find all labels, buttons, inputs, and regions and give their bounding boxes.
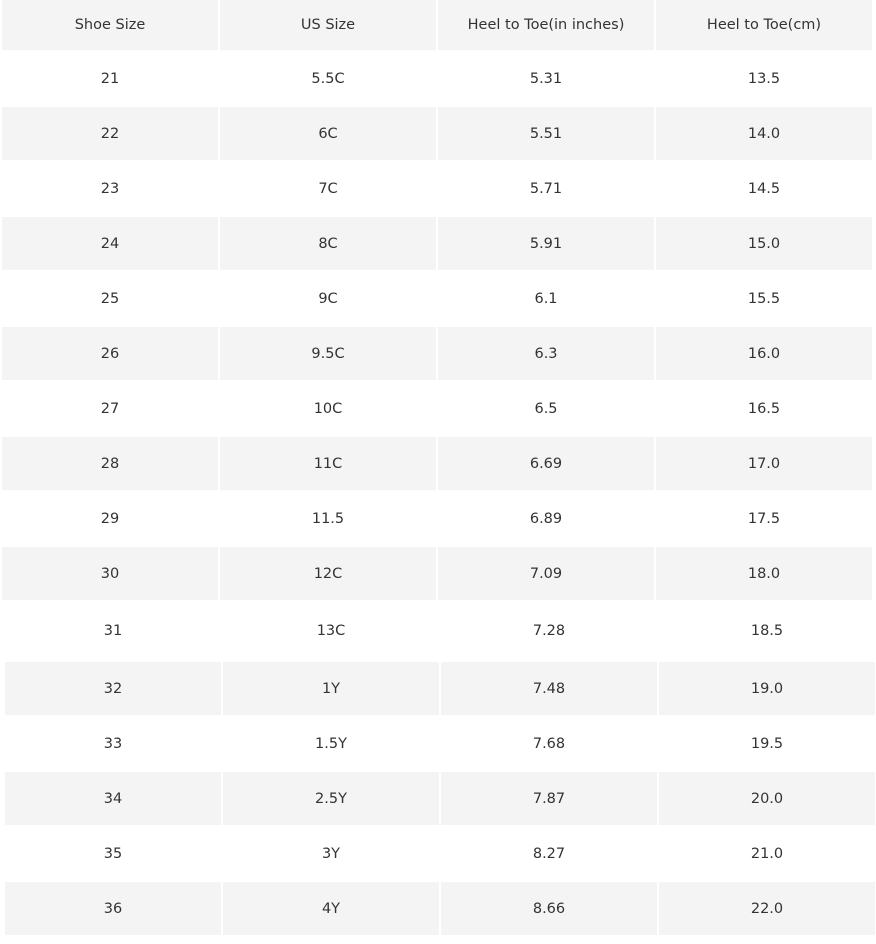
heel-to-toe-inches-cell: 6.5	[534, 400, 558, 417]
heel-to-toe-inches-cell: 5.51	[438, 107, 654, 160]
heel-to-toe-inches-cell: 5.31	[529, 70, 563, 87]
table-row: 31 13C 7.28 18.5	[5, 602, 874, 662]
table-row: 21 5.5C 5.31 13.5	[2, 52, 874, 107]
us-size-cell: 10C	[313, 400, 343, 417]
heel-to-toe-cm-cell: 16.0	[656, 327, 872, 380]
us-size-cell: 3Y	[321, 845, 341, 862]
heel-to-toe-inches-cell: 7.28	[532, 623, 566, 639]
us-size-cell: 7C	[318, 180, 338, 197]
us-size-cell: 5.5C	[311, 70, 345, 87]
table-row: 27 10C 6.5 16.5	[2, 382, 874, 437]
heel-to-toe-cm-cell: 17.5	[747, 510, 781, 527]
us-size-cell: 1Y	[223, 662, 439, 715]
shoe-size-cell: 27	[100, 400, 120, 417]
shoe-size-cell: 33	[103, 735, 123, 752]
shoe-size-cell: 21	[100, 70, 120, 87]
header-heel-to-toe-cm: Heel to Toe(cm)	[656, 0, 872, 50]
table-row: 29 11.5 6.89 17.5	[2, 492, 874, 547]
table-row: 33 1.5Y 7.68 19.5	[5, 717, 874, 772]
heel-to-toe-cm-cell: 17.0	[656, 437, 872, 490]
table-row: 34 2.5Y 7.87 20.0	[5, 772, 875, 827]
us-size-cell: 9C	[318, 290, 338, 307]
heel-to-toe-inches-cell: 6.69	[438, 437, 654, 490]
shoe-size-cell: 35	[103, 845, 123, 862]
heel-to-toe-cm-cell: 19.0	[659, 662, 875, 715]
table-header-row: Shoe Size US Size Heel to Toe(in inches)…	[2, 0, 874, 52]
us-size-cell: 11.5	[311, 510, 345, 527]
header-shoe-size: Shoe Size	[2, 0, 218, 50]
shoe-size-cell: 29	[100, 510, 120, 527]
heel-to-toe-cm-cell: 19.5	[750, 735, 784, 752]
table-row: 30 12C 7.09 18.0	[2, 547, 874, 602]
shoe-size-cell: 24	[2, 217, 218, 270]
table-row: 35 3Y 8.27 21.0	[5, 827, 874, 882]
heel-to-toe-inches-cell: 5.91	[438, 217, 654, 270]
heel-to-toe-cm-cell: 15.5	[747, 290, 781, 307]
shoe-size-cell: 23	[100, 180, 120, 197]
shoe-size-cell: 32	[5, 662, 221, 715]
us-size-cell: 12C	[220, 547, 436, 600]
heel-to-toe-inches-cell: 7.48	[441, 662, 657, 715]
table-row: 23 7C 5.71 14.5	[2, 162, 874, 217]
heel-to-toe-inches-cell: 8.27	[532, 845, 566, 862]
heel-to-toe-cm-cell: 16.5	[747, 400, 781, 417]
table-row: 32 1Y 7.48 19.0	[5, 662, 875, 717]
us-size-cell: 2.5Y	[223, 772, 439, 825]
heel-to-toe-inches-cell: 7.87	[441, 772, 657, 825]
shoe-size-cell: 26	[2, 327, 218, 380]
shoe-size-cell: 34	[5, 772, 221, 825]
table-row: 28 11C 6.69 17.0	[2, 437, 874, 492]
heel-to-toe-inches-cell: 5.71	[529, 180, 563, 197]
us-size-cell: 13C	[316, 623, 346, 639]
shoe-size-cell: 28	[2, 437, 218, 490]
shoe-size-cell: 36	[5, 882, 221, 935]
heel-to-toe-cm-cell: 13.5	[747, 70, 781, 87]
us-size-cell: 9.5C	[220, 327, 436, 380]
us-size-cell: 1.5Y	[315, 735, 347, 752]
table-row: 24 8C 5.91 15.0	[2, 217, 874, 272]
heel-to-toe-inches-cell: 7.68	[532, 735, 566, 752]
table-row: 22 6C 5.51 14.0	[2, 107, 874, 162]
heel-to-toe-cm-cell: 18.0	[656, 547, 872, 600]
us-size-cell: 11C	[220, 437, 436, 490]
heel-to-toe-inches-cell: 8.66	[441, 882, 657, 935]
heel-to-toe-cm-cell: 21.0	[750, 845, 784, 862]
header-heel-to-toe-inches: Heel to Toe(in inches)	[438, 0, 654, 50]
heel-to-toe-inches-cell: 6.1	[534, 290, 558, 307]
table-row: 25 9C 6.1 15.5	[2, 272, 874, 327]
table-row: 36 4Y 8.66 22.0	[5, 882, 875, 937]
us-size-cell: 4Y	[223, 882, 439, 935]
heel-to-toe-inches-cell: 6.89	[529, 510, 563, 527]
shoe-size-cell: 25	[100, 290, 120, 307]
shoe-size-cell: 30	[2, 547, 218, 600]
shoe-size-cell: 31	[103, 623, 123, 639]
heel-to-toe-cm-cell: 14.5	[747, 180, 781, 197]
us-size-cell: 8C	[220, 217, 436, 270]
heel-to-toe-cm-cell: 18.5	[750, 623, 784, 639]
heel-to-toe-inches-cell: 7.09	[438, 547, 654, 600]
heel-to-toe-inches-cell: 6.3	[438, 327, 654, 380]
heel-to-toe-cm-cell: 20.0	[659, 772, 875, 825]
heel-to-toe-cm-cell: 15.0	[656, 217, 872, 270]
shoe-size-cell: 22	[2, 107, 218, 160]
heel-to-toe-cm-cell: 14.0	[656, 107, 872, 160]
us-size-cell: 6C	[220, 107, 436, 160]
header-us-size: US Size	[220, 0, 436, 50]
table-row: 26 9.5C 6.3 16.0	[2, 327, 874, 382]
heel-to-toe-cm-cell: 22.0	[659, 882, 875, 935]
